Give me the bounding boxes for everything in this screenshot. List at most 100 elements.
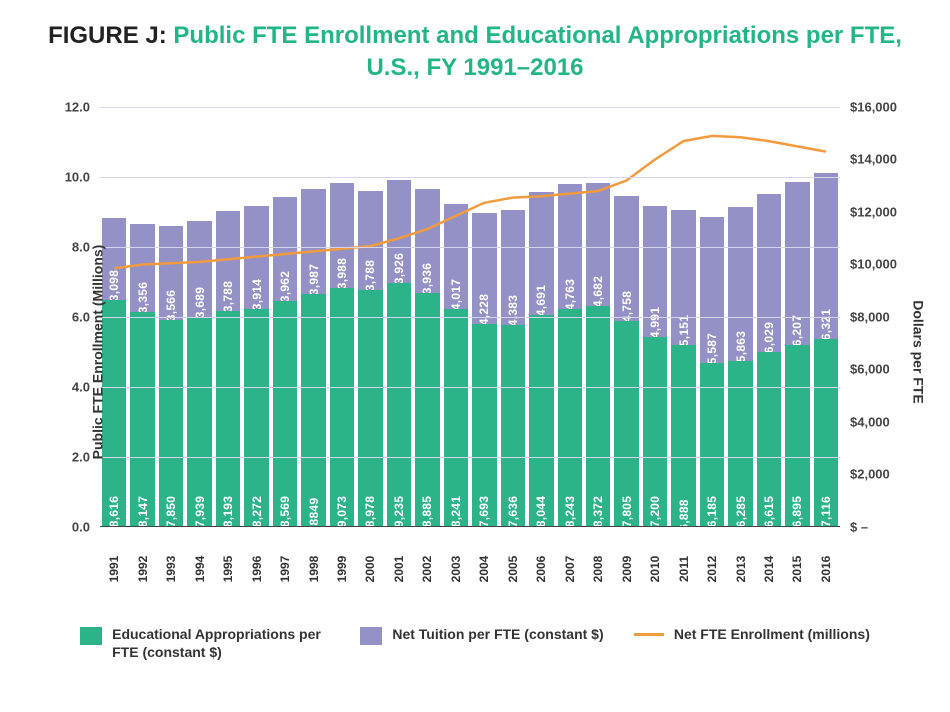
legend-swatch [80, 627, 102, 645]
y-left-tick-label: 10.0 [30, 169, 90, 184]
legend-line-swatch [634, 633, 664, 636]
bar-stack: $7,200$4,991 [643, 206, 667, 526]
appropriations-segment: $9,235 [387, 283, 411, 525]
tuition-value: $4,763 [563, 279, 577, 309]
tuition-segment: $3,356 [130, 224, 154, 312]
tuition-segment: $3,788 [216, 211, 240, 310]
tuition-segment: $3,926 [387, 180, 411, 283]
tuition-value: $5,151 [677, 315, 691, 345]
tuition-segment: $3,936 [415, 189, 439, 292]
legend-item: Net FTE Enrollment (millions) [634, 625, 870, 661]
x-tick-label: 2002 [420, 555, 434, 582]
tuition-segment: $4,228 [472, 213, 496, 324]
y-right-tick-label: $4,000 [850, 414, 920, 429]
appropriations-value: $6,185 [705, 496, 719, 526]
tuition-segment: $4,758 [614, 196, 638, 321]
appropriations-value: $9,073 [335, 496, 349, 526]
tuition-segment: $3,098 [102, 218, 126, 299]
grid-line [100, 177, 840, 178]
appropriations-value: $8,044 [534, 496, 548, 526]
appropriations-segment: $7,805 [614, 321, 638, 526]
x-tick-label: 1991 [107, 555, 121, 582]
tuition-value: $3,788 [363, 260, 377, 290]
appropriations-value: $7,116 [819, 496, 833, 526]
y-right-tick-label: $8,000 [850, 309, 920, 324]
tuition-segment: $5,151 [671, 210, 695, 345]
bar-stack: $6,895$6,207 [785, 182, 809, 526]
tuition-value: $4,017 [449, 279, 463, 309]
appropriations-value: $7,850 [164, 496, 178, 526]
tuition-value: $3,566 [164, 289, 178, 319]
appropriations-value: $8,978 [363, 496, 377, 526]
appropriations-segment: 6,888 [671, 345, 695, 526]
bar-stack: $7,939$3,689 [187, 221, 211, 526]
bar-stack: $6,185 $5,587 [700, 217, 724, 526]
figure-title-text: Public FTE Enrollment and Educational Ap… [173, 22, 902, 81]
appropriations-value: $8,272 [250, 496, 264, 526]
bar-stack: $7,636$4,383 [501, 210, 525, 525]
bar-stack: $7,805$4,758 [614, 196, 638, 526]
legend-label: Net FTE Enrollment (millions) [674, 625, 870, 643]
bar-stack: $8,241$4,017 [444, 204, 468, 526]
bar-stack: $8,044 $4,691 [529, 192, 553, 526]
tuition-value: $4,383 [506, 295, 520, 325]
appropriations-segment: $9,073 [330, 288, 354, 526]
x-tick-label: 2008 [591, 555, 605, 582]
figure-label: FIGURE J: [48, 22, 167, 49]
bar-stack: $9,073 $3,988 [330, 183, 354, 526]
x-tick-label: 1999 [335, 555, 349, 582]
appropriations-segment: $8849 [301, 294, 325, 526]
tuition-segment: $6,321 [814, 173, 838, 339]
tuition-value: $4,228 [477, 294, 491, 324]
tuition-value: $3,788 [221, 280, 235, 310]
grid-line [100, 247, 840, 248]
appropriations-value: $7,693 [477, 496, 491, 526]
x-tick-label: 2016 [819, 555, 833, 582]
bar-stack: $8,372$4,682 [586, 183, 610, 526]
bar-stack: $6,615$6,029 [757, 194, 781, 526]
bar-stack: $7,116 $6,321 [814, 173, 838, 526]
x-tick-label: 2011 [677, 556, 691, 582]
grid-line [100, 107, 840, 108]
tuition-value: $3,962 [278, 271, 292, 301]
x-tick-label: 2000 [363, 555, 377, 582]
x-tick-label: 2009 [620, 555, 634, 582]
tuition-value: $4,691 [534, 284, 548, 314]
appropriations-value: $9,235 [392, 496, 406, 526]
legend-swatch [360, 627, 382, 645]
grid-line [100, 317, 840, 318]
tuition-segment: $4,017 [444, 204, 468, 309]
x-tick-label: 1998 [307, 555, 321, 582]
y-right-tick-label: $10,000 [850, 257, 920, 272]
bar-stack: 6,888$5,151 [671, 210, 695, 526]
bar-stack: $7,693 $4,228 [472, 213, 496, 526]
bar-stack: $8,885$3,936 [415, 189, 439, 526]
y-left-tick-label: 8.0 [30, 239, 90, 254]
x-tick-label: 1995 [221, 555, 235, 582]
x-tick-label: 1997 [278, 555, 292, 582]
appropriations-segment: $7,116 [814, 339, 838, 526]
x-tick-label: 2003 [449, 555, 463, 582]
appropriations-value: $6,285 [734, 496, 748, 526]
appropriations-segment: $8,241 [444, 309, 468, 525]
y-right-tick-label: $12,000 [850, 204, 920, 219]
tuition-value: $5,587 [705, 333, 719, 363]
tuition-value: $5,863 [734, 331, 748, 361]
y-left-tick-label: 2.0 [30, 449, 90, 464]
tuition-value: $6,207 [790, 315, 804, 345]
appropriations-segment: $7,200 [643, 337, 667, 526]
y-left-tick-label: 12.0 [30, 99, 90, 114]
appropriations-segment: $8,616 [102, 300, 126, 526]
bar-stack: $8,272$3,914 [244, 206, 268, 526]
tuition-value: $3,988 [335, 257, 349, 287]
bar-stack: $8,193$3,788 [216, 211, 240, 525]
x-tick-label: 2014 [762, 555, 776, 582]
bar-stack: $8,978 $3,788 [358, 191, 382, 526]
appropriations-segment: $6,895 [785, 345, 809, 526]
x-tick-label: 1992 [136, 555, 150, 582]
y-left-tick-label: 0.0 [30, 519, 90, 534]
tuition-value: $3,936 [420, 262, 434, 292]
tuition-value: $4,991 [648, 307, 662, 337]
tuition-value: $6,029 [762, 322, 776, 352]
legend: Educational Appropriations per FTE (cons… [30, 625, 920, 661]
